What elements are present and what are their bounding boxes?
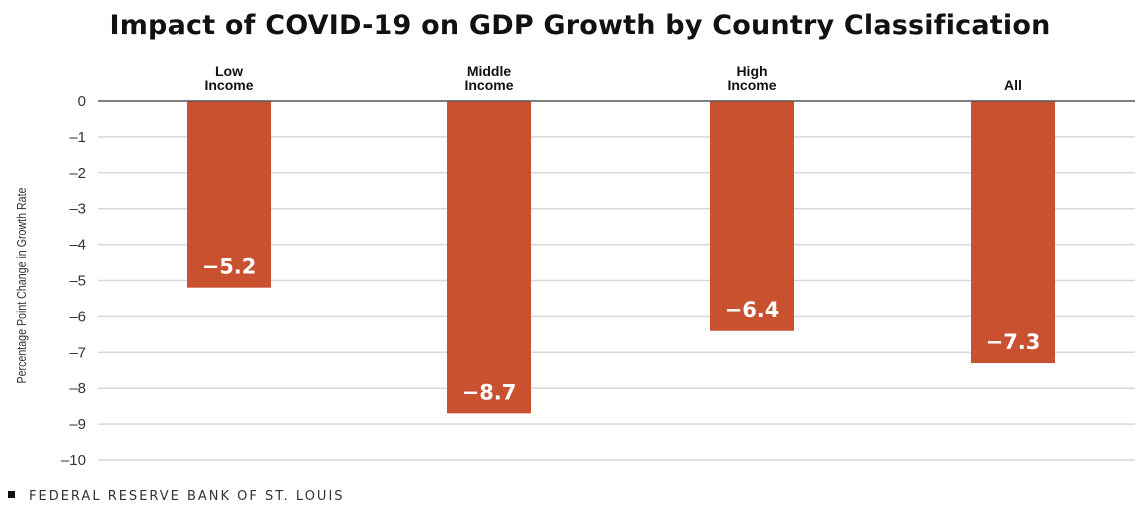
y-tick-label: –4: [69, 237, 86, 254]
y-axis-ticks: 0 –1 –2 –3 –4 –5 –6 –7 –8 –9 –10: [61, 93, 86, 469]
y-tick-label: –3: [69, 201, 86, 218]
y-tick-label: –10: [61, 452, 86, 469]
bars: [187, 101, 1055, 414]
y-tick-label: –7: [69, 344, 86, 361]
y-tick-label: –1: [69, 129, 86, 146]
category-label: Low: [215, 63, 243, 79]
category-label: Income: [204, 77, 253, 93]
chart-title: Impact of COVID-19 on GDP Growth by Coun…: [109, 10, 1051, 41]
y-tick-label: –6: [69, 308, 86, 325]
data-label: −6.4: [725, 298, 780, 322]
y-tick-label: –8: [69, 380, 86, 397]
y-tick-label: –9: [69, 416, 86, 433]
category-label: Middle: [467, 63, 512, 79]
y-tick-label: –2: [69, 165, 86, 182]
data-label: −5.2: [202, 255, 257, 279]
category-label: High: [736, 63, 767, 79]
bar: [187, 101, 271, 288]
category-label: All: [1004, 77, 1022, 93]
source-credit: FEDERAL RESERVE BANK OF ST. LOUIS: [8, 489, 345, 504]
bar: [447, 101, 531, 414]
data-label: −8.7: [462, 380, 517, 404]
y-tick-label: –5: [69, 273, 86, 290]
bar: [971, 101, 1055, 364]
category-label: Income: [464, 77, 513, 93]
y-tick-label: 0: [78, 93, 86, 110]
source-text: FEDERAL RESERVE BANK OF ST. LOUIS: [29, 489, 345, 504]
data-label: −7.3: [986, 330, 1041, 354]
data-labels: −5.2 −8.7 −6.4 −7.3: [202, 255, 1041, 405]
source-bullet-icon: [8, 491, 15, 498]
bar: [710, 101, 794, 331]
category-label: Income: [727, 77, 776, 93]
y-axis-label: Percentage Point Change in Growth Rate: [14, 187, 29, 383]
